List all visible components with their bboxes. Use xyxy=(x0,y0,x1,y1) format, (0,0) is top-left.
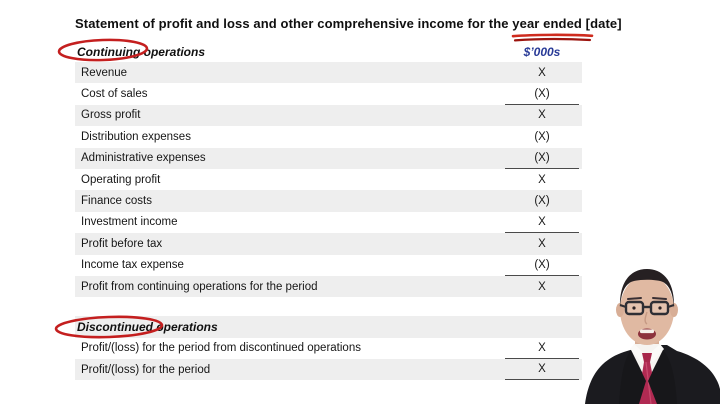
table-row: Distribution expenses (X) xyxy=(75,126,582,147)
row-label: Profit/(loss) for the period from discon… xyxy=(81,342,361,355)
row-value: X xyxy=(538,280,546,293)
row-label: Operating profit xyxy=(81,173,161,186)
row-label: Finance costs xyxy=(81,195,152,208)
table-row: Profit/(loss) for the period X xyxy=(75,359,582,381)
discontinued-operations-header: Discontinued operations xyxy=(77,319,218,334)
presenter-video xyxy=(585,269,720,404)
table-row: Administrative expenses (X) xyxy=(75,147,582,169)
discontinued-operations-header-row: Discontinued operations xyxy=(75,316,582,338)
row-value: X xyxy=(538,173,546,186)
row-label: Income tax expense xyxy=(81,259,184,272)
row-value: X xyxy=(505,359,579,381)
row-value: (X) xyxy=(505,255,579,276)
row-value: X xyxy=(538,109,546,122)
row-label: Profit before tax xyxy=(81,237,163,250)
row-label: Revenue xyxy=(81,66,128,79)
statement-table: Continuing operations $’000s Revenue X C… xyxy=(75,42,582,381)
table-row: Operating profit X xyxy=(75,169,582,190)
continuing-operations-header-row: Continuing operations $’000s xyxy=(75,42,582,62)
table-row: Investment income X xyxy=(75,212,582,234)
row-value: (X) xyxy=(534,130,550,143)
continuing-operations-header: Continuing operations xyxy=(77,45,205,59)
table-row: Profit from continuing operations for th… xyxy=(75,275,582,298)
row-value: (X) xyxy=(534,195,550,208)
row-label: Distribution expenses xyxy=(81,130,191,143)
row-label: Profit/(loss) for the period xyxy=(81,363,211,376)
row-value: X xyxy=(538,237,546,250)
row-value: X xyxy=(538,66,546,79)
row-label: Investment income xyxy=(81,216,178,229)
table-row: Cost of sales (X) xyxy=(75,83,582,105)
table-row: Gross profit X xyxy=(75,104,582,127)
table-row: Finance costs (X) xyxy=(75,190,582,212)
row-value: X xyxy=(505,338,579,360)
table-row: Revenue X xyxy=(75,62,582,84)
page-title: Statement of profit and loss and other c… xyxy=(75,16,622,31)
section-gap xyxy=(75,297,582,316)
row-label: Gross profit xyxy=(81,109,141,122)
row-value: X xyxy=(505,212,579,234)
currency-column-header: $’000s xyxy=(523,45,561,59)
table-row: Income tax expense (X) xyxy=(75,255,582,276)
row-label: Cost of sales xyxy=(81,88,148,101)
red-underline-annotation-icon xyxy=(511,33,594,42)
row-value: (X) xyxy=(505,148,579,169)
row-label: Administrative expenses xyxy=(81,152,206,165)
row-label: Profit from continuing operations for th… xyxy=(81,280,318,293)
table-row: Profit/(loss) for the period from discon… xyxy=(75,338,582,360)
table-row: Profit before tax X xyxy=(75,233,582,255)
row-value: (X) xyxy=(505,83,579,105)
